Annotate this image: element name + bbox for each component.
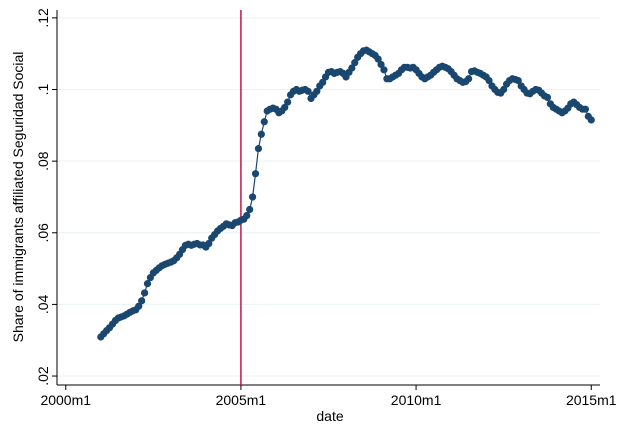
data-point (205, 239, 213, 248)
data-point (284, 98, 292, 106)
data-point (465, 75, 473, 83)
data-point (313, 87, 321, 95)
data-point (485, 76, 493, 85)
data-point (243, 211, 251, 220)
data-point (514, 76, 522, 85)
y-tick-label: .08 (35, 151, 51, 171)
y-tick-label: .06 (35, 223, 51, 243)
data-point (543, 93, 552, 101)
x-axis-title: date (316, 408, 343, 424)
data-point (587, 116, 595, 124)
data-point (143, 280, 152, 288)
data-point (138, 297, 146, 305)
data-point (380, 66, 388, 74)
data-point (254, 145, 263, 153)
data-point (248, 193, 257, 201)
x-tick-label: 2015m1 (566, 392, 617, 408)
data-point (251, 170, 260, 178)
data-point (260, 118, 268, 126)
data-point (374, 55, 382, 63)
data-point (581, 105, 590, 113)
data-point (246, 205, 254, 214)
x-tick-label: 2005m1 (216, 392, 267, 408)
data-point (140, 289, 149, 297)
data-point (135, 302, 143, 310)
data-point (257, 130, 265, 138)
x-tick-label: 2010m1 (391, 392, 442, 408)
data-point (348, 64, 356, 72)
data-point (281, 103, 289, 112)
data-point (351, 59, 359, 67)
data-point (304, 87, 312, 95)
y-tick-label: .02 (35, 366, 51, 386)
data-point (500, 85, 508, 94)
y-tick-label: .12 (35, 8, 51, 28)
y-tick-label: .04 (35, 294, 51, 314)
x-tick-label: 2000m1 (40, 392, 91, 408)
data-point (377, 60, 385, 69)
series-line (100, 49, 592, 338)
y-axis-title: Share of immigrants affiliated Seguridad… (10, 52, 26, 343)
y-tick-label: .1 (35, 83, 51, 95)
data-point (319, 78, 327, 86)
